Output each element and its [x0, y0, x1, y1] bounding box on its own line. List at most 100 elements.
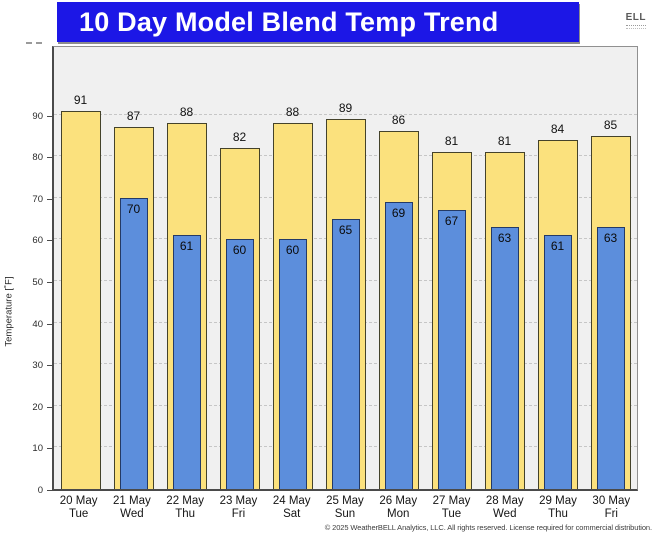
y-tick-label: 10: [32, 443, 43, 455]
x-tick-weekday: Thu: [175, 508, 196, 520]
low-value-label: 61: [550, 239, 565, 254]
x-tick-label: 29 May Thu: [531, 495, 584, 521]
logo-text: ELL: [625, 12, 646, 23]
x-tick-weekday: Tue: [441, 508, 462, 520]
x-tick-date: 22 May: [166, 495, 205, 507]
x-tick-weekday: Mon: [387, 508, 410, 520]
x-tick-weekday: Thu: [548, 508, 568, 520]
high-value-label: 88: [285, 105, 300, 120]
y-tick-label: 70: [32, 193, 43, 205]
low-value-label: 67: [444, 214, 459, 229]
y-tick-label: 80: [32, 152, 43, 164]
y-tick-label: 40: [32, 318, 43, 330]
high-value-label: 88: [179, 105, 194, 120]
y-tick-mark: [47, 282, 52, 284]
x-tick-weekday: Tue: [68, 508, 89, 520]
y-tick-label: 20: [32, 401, 43, 413]
high-value-label: 86: [391, 113, 406, 128]
title-banner: 10 Day Model Blend Temp Trend: [57, 2, 579, 42]
high-value-label: 81: [444, 134, 459, 149]
plot-area: 91 87 70 88 61 82 60 88 60 89 65 86 69 81 67 81 63 84 61 85…: [52, 46, 638, 491]
low-value-label: 69: [391, 206, 406, 221]
y-tick-mark: [47, 406, 52, 408]
bar-group: 88 61: [160, 47, 213, 489]
low-value-label: 60: [285, 243, 300, 258]
x-tick-date: 21 May: [113, 495, 151, 507]
low-value-label: 65: [338, 222, 353, 237]
high-value-label: 85: [603, 117, 618, 132]
x-axis-labels: 20 May Tue 21 May Wed 22 May Thu 23 May Fri 24 M…: [52, 495, 638, 521]
x-tick-weekday: Sat: [283, 508, 301, 520]
low-temp-bar: 65: [331, 218, 360, 489]
logo-tagline-fragment: [626, 25, 646, 29]
x-tick-date: 23 May: [219, 495, 258, 507]
high-value-label: 82: [232, 129, 247, 144]
bar-group: 89 65: [319, 47, 372, 489]
low-temp-bar: 67: [437, 210, 466, 489]
page-title: 10 Day Model Blend Temp Trend: [79, 6, 499, 37]
bar-group: 85 63: [584, 47, 637, 489]
y-tick-label: 30: [32, 360, 43, 372]
x-tick-label: 20 May Tue: [52, 495, 105, 521]
y-axis: Temperature [˚F] 0 10 20 30 40 50 60 70 80 90: [0, 46, 52, 496]
low-temp-bar: 61: [172, 235, 201, 489]
high-value-label: 91: [73, 92, 88, 107]
high-temp-bar: [60, 110, 101, 489]
x-tick-weekday: Wed: [493, 508, 517, 520]
low-temp-bar: 61: [543, 235, 572, 489]
high-value-label: 89: [338, 100, 353, 115]
x-tick-label: 27 May Tue: [425, 495, 478, 521]
clipped-dash-artifact: [26, 42, 42, 44]
y-axis-title: Temperature [˚F]: [3, 276, 15, 347]
x-tick-label: 24 May Sat: [265, 495, 318, 521]
low-temp-bar: 63: [596, 227, 625, 489]
low-value-label: 61: [179, 239, 194, 254]
x-tick-date: 29 May: [539, 495, 577, 507]
x-tick-date: 24 May: [272, 495, 311, 507]
y-tick-mark: [47, 323, 52, 325]
low-temp-bar: 63: [490, 227, 519, 489]
low-value-label: 63: [603, 231, 618, 245]
bar-group: 86 69: [372, 47, 425, 489]
y-tick-mark: [47, 490, 52, 491]
y-tick-mark: [47, 157, 52, 159]
x-tick-date: 28 May: [485, 495, 524, 507]
x-tick-date: 25 May: [326, 495, 364, 507]
y-tick-label: 50: [32, 277, 43, 289]
bar-group: 91: [54, 47, 107, 489]
high-value-label: 81: [497, 134, 512, 149]
bar-group: 87 70: [107, 47, 160, 489]
low-temp-bar: 60: [225, 239, 254, 489]
y-tick-mark: [47, 240, 52, 242]
bar-group: 84 61: [531, 47, 584, 489]
x-tick-date: 27 May: [432, 495, 471, 507]
x-tick-weekday: Sun: [334, 508, 356, 520]
x-tick-weekday: Wed: [120, 508, 144, 520]
gridline: [54, 113, 637, 115]
y-tick-label: 90: [32, 110, 43, 122]
x-tick-label: 21 May Wed: [105, 495, 158, 521]
y-tick-mark: [47, 365, 52, 367]
bars-row: 91 87 70 88 61 82 60 88 60 89 65 86 69 81 67 81 63 84 61 85…: [54, 47, 637, 489]
y-tick-mark: [47, 115, 52, 117]
x-tick-label: 22 May Thu: [159, 495, 212, 521]
y-tick-label: 60: [32, 235, 43, 247]
bar-group: 81 67: [425, 47, 478, 489]
x-tick-label: 30 May Fri: [585, 495, 638, 521]
low-temp-bar: 69: [384, 202, 413, 489]
x-tick-date: 26 May: [379, 495, 418, 507]
x-tick-label: 23 May Fri: [212, 495, 265, 521]
y-tick-mark: [47, 198, 52, 200]
copyright-text: © 2025 WeatherBELL Analytics, LLC. All r…: [324, 523, 652, 532]
low-value-label: 60: [232, 243, 247, 258]
high-value-label: 87: [126, 109, 141, 124]
low-temp-bar: 60: [278, 239, 307, 489]
x-tick-date: 30 May: [592, 495, 631, 507]
x-tick-date: 20 May: [59, 495, 98, 507]
y-tick-mark: [47, 448, 52, 450]
low-value-label: 63: [497, 231, 512, 245]
x-tick-weekday: Fri: [231, 508, 246, 520]
x-tick-label: 25 May Sun: [318, 495, 371, 521]
x-tick-label: 28 May Wed: [478, 495, 531, 521]
